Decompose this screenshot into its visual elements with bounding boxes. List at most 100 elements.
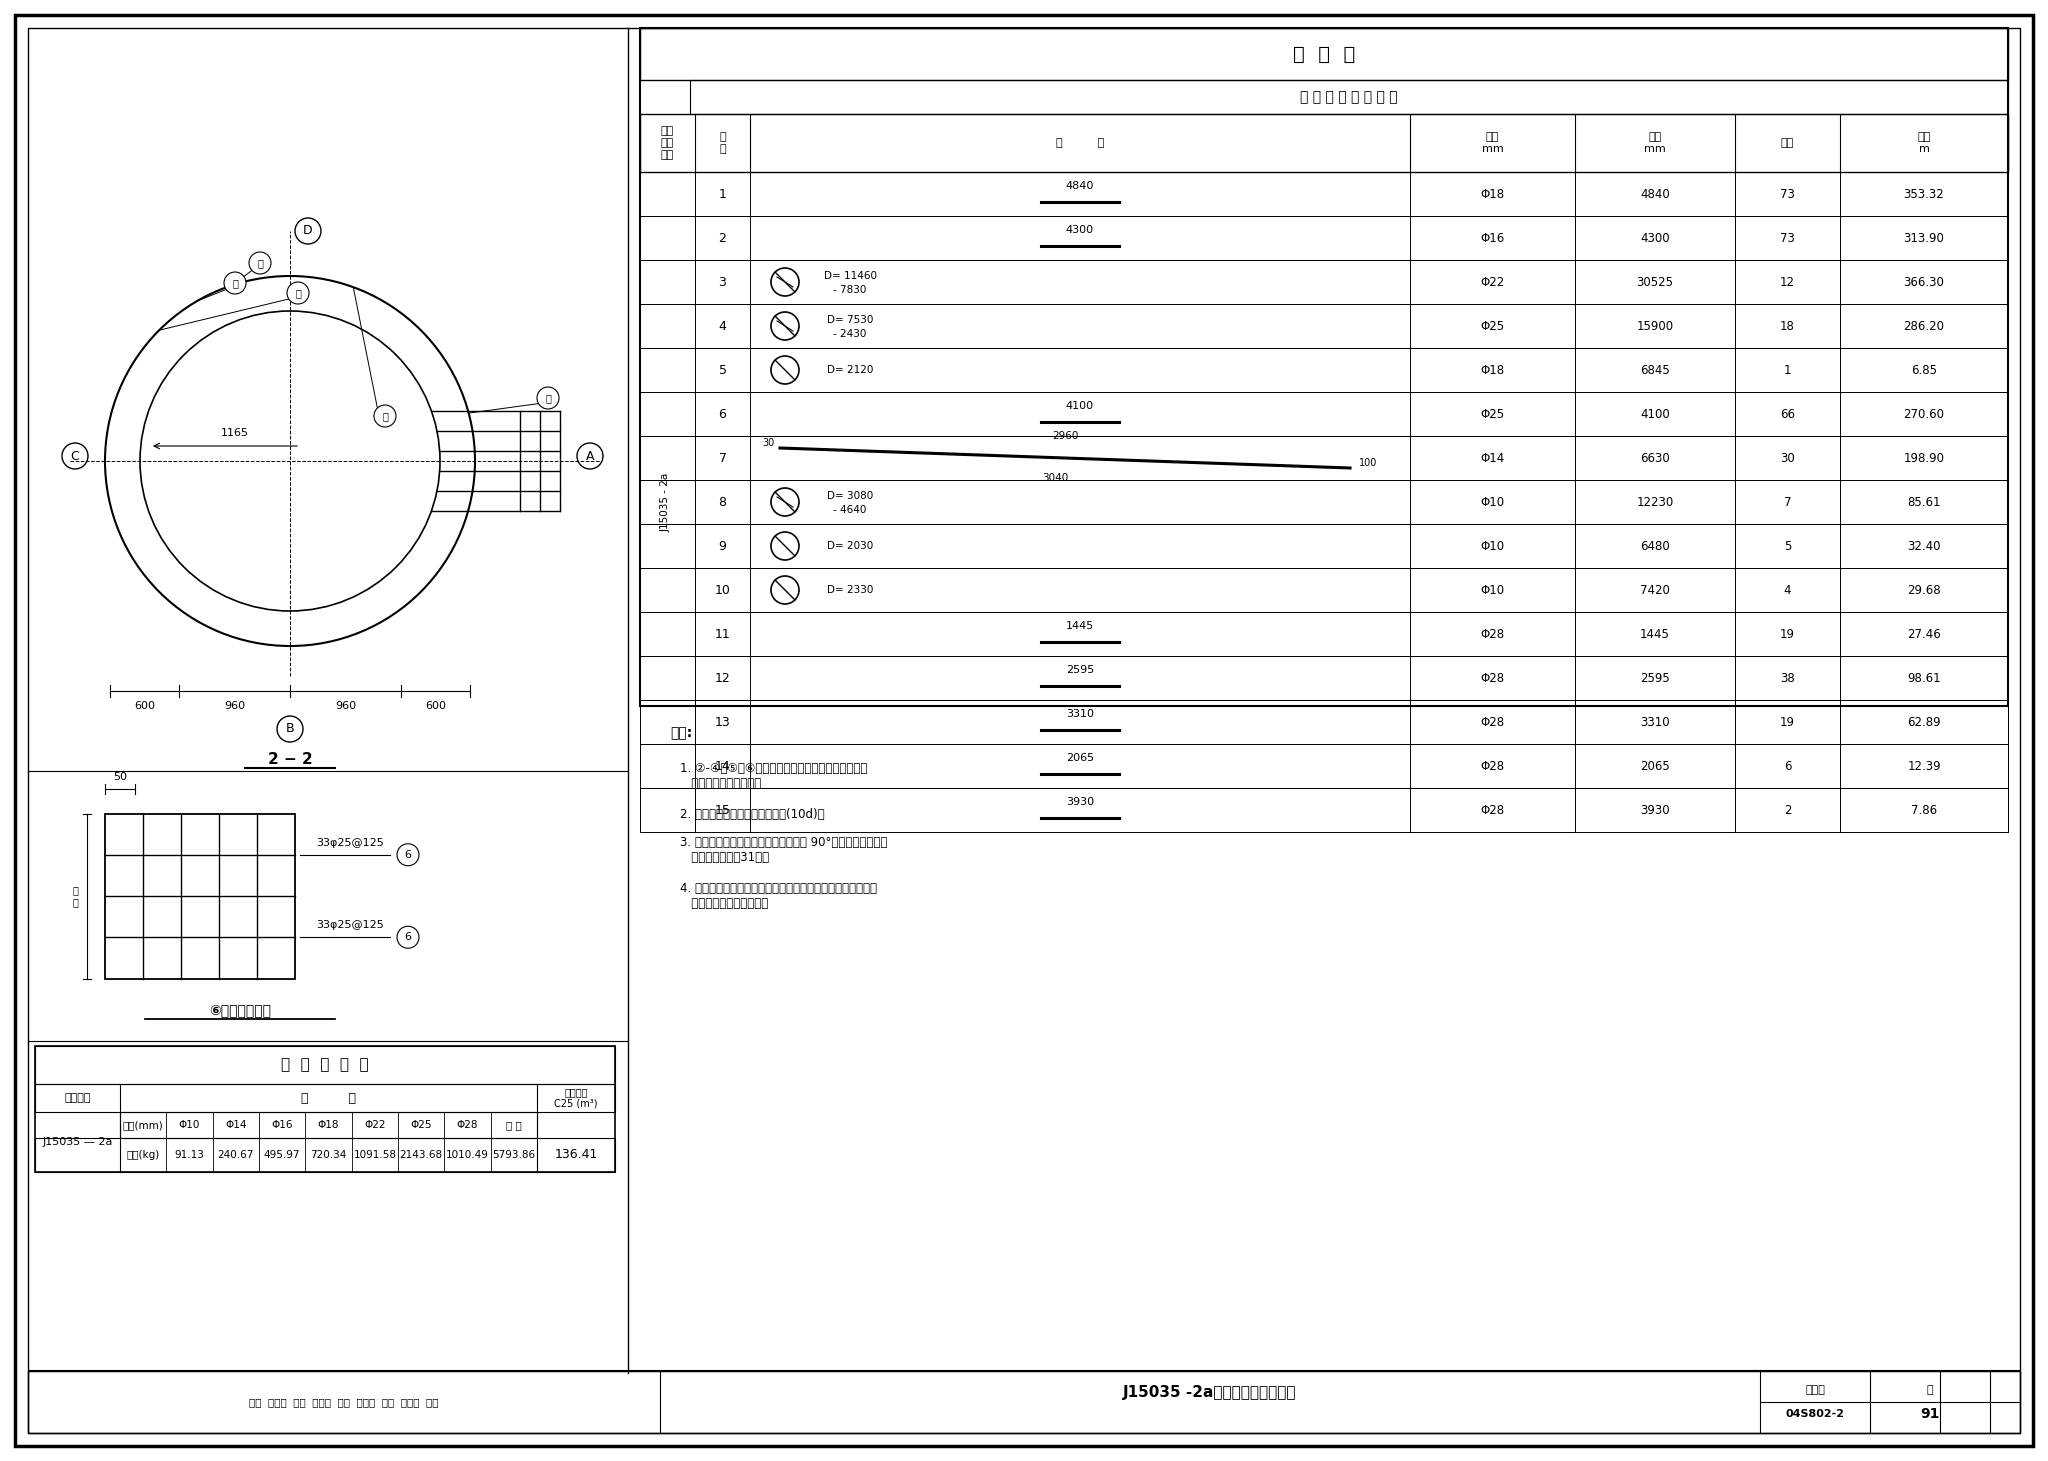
Text: Φ25: Φ25 — [1481, 320, 1505, 333]
Text: 1: 1 — [719, 187, 727, 200]
Text: 62.89: 62.89 — [1907, 716, 1942, 729]
Text: - 7830: - 7830 — [834, 285, 866, 295]
Text: 1. ②-④，⑤与⑥号钉筋交错排列，其埋入及伸出基础
   顶面的长度见展开图。: 1. ②-④，⑤与⑥号钉筋交错排列，其埋入及伸出基础 顶面的长度见展开图。 — [680, 763, 868, 790]
Text: Φ14: Φ14 — [225, 1121, 246, 1129]
Text: 钢  筋  表: 钢 筋 表 — [1292, 44, 1356, 63]
Text: 6: 6 — [1784, 760, 1792, 773]
Text: Φ10: Φ10 — [1481, 539, 1505, 552]
Text: Φ10: Φ10 — [1481, 495, 1505, 508]
Bar — [639, 216, 2007, 260]
Circle shape — [61, 443, 88, 469]
Text: 136.41: 136.41 — [555, 1148, 598, 1161]
Text: 6845: 6845 — [1640, 364, 1669, 377]
Bar — [35, 1046, 614, 1172]
Bar — [639, 700, 2007, 744]
Text: D: D — [303, 225, 313, 238]
Text: J15035 -2a模板、配筋图（二）: J15035 -2a模板、配筋图（二） — [1122, 1385, 1296, 1400]
Text: 15: 15 — [715, 804, 731, 817]
Bar — [639, 612, 2007, 656]
Text: Φ18: Φ18 — [1481, 364, 1505, 377]
Bar — [639, 114, 2007, 172]
Text: 5793.86: 5793.86 — [492, 1150, 535, 1160]
Text: 9: 9 — [719, 539, 727, 552]
Text: Φ22: Φ22 — [1481, 276, 1505, 288]
Text: D= 2030: D= 2030 — [827, 541, 872, 551]
Text: 286.20: 286.20 — [1903, 320, 1944, 333]
Text: ⑥号鑉筋布置图: ⑥号鑉筋布置图 — [209, 1004, 270, 1017]
Text: 3310: 3310 — [1640, 716, 1669, 729]
Text: D= 3080: D= 3080 — [827, 491, 872, 501]
Bar — [639, 435, 2007, 481]
Text: 纵
向: 纵 向 — [72, 885, 78, 907]
Text: 3930: 3930 — [1640, 804, 1669, 817]
Text: ⑬: ⑬ — [295, 288, 301, 298]
Text: 1445: 1445 — [1640, 628, 1669, 640]
Text: 2143.68: 2143.68 — [399, 1150, 442, 1160]
Circle shape — [276, 716, 303, 742]
Text: 4: 4 — [1784, 583, 1792, 596]
Text: - 4640: - 4640 — [834, 506, 866, 514]
Text: 6: 6 — [719, 408, 727, 421]
Text: J15035 - 2a: J15035 - 2a — [662, 472, 672, 532]
Text: 19: 19 — [1780, 716, 1794, 729]
Text: 1165: 1165 — [221, 428, 250, 438]
Text: 100: 100 — [1358, 457, 1376, 468]
Text: 5: 5 — [1784, 539, 1792, 552]
Text: 33φ25@125: 33φ25@125 — [315, 837, 383, 847]
Text: A: A — [586, 450, 594, 463]
Circle shape — [287, 282, 309, 304]
Text: 构件名称: 构件名称 — [63, 1093, 90, 1103]
Text: 审核  归衡石  设计  陈墓声  校对  陈墓声  设计  王文涛  验证: 审核 归衡石 设计 陈墓声 校对 陈墓声 设计 王文涛 验证 — [250, 1397, 438, 1407]
Text: 33φ25@125: 33φ25@125 — [315, 920, 383, 931]
Text: 10: 10 — [715, 583, 731, 596]
Text: 混凝土量
C25 (m³): 混凝土量 C25 (m³) — [555, 1087, 598, 1109]
Text: 313.90: 313.90 — [1903, 231, 1944, 244]
Text: 2: 2 — [1784, 804, 1792, 817]
Text: 73: 73 — [1780, 231, 1794, 244]
Text: 98.61: 98.61 — [1907, 672, 1942, 685]
Text: - 2430: - 2430 — [834, 329, 866, 339]
Text: 50: 50 — [113, 771, 127, 782]
Text: Φ16: Φ16 — [272, 1121, 293, 1129]
Circle shape — [537, 387, 559, 409]
Text: 说明:: 说明: — [670, 726, 692, 741]
Text: D= 11460: D= 11460 — [823, 270, 877, 281]
Text: 根数: 根数 — [1782, 137, 1794, 148]
Text: 6.85: 6.85 — [1911, 364, 1937, 377]
Text: 2595: 2595 — [1065, 665, 1094, 675]
Text: 30525: 30525 — [1636, 276, 1673, 288]
Text: 2065: 2065 — [1640, 760, 1669, 773]
Text: 页: 页 — [1927, 1385, 1933, 1395]
Text: 式          样: 式 样 — [1057, 137, 1104, 148]
Text: 2. 环向钉筋的连接采用单面搭焊(10d)。: 2. 环向钉筋的连接采用单面搭焊(10d)。 — [680, 808, 825, 821]
Text: J15035 — 2a: J15035 — 2a — [43, 1137, 113, 1147]
Text: ⑭: ⑭ — [383, 411, 387, 421]
Text: Φ28: Φ28 — [1481, 628, 1505, 640]
Bar — [121, 1112, 537, 1138]
Text: 6480: 6480 — [1640, 539, 1669, 552]
Text: 8: 8 — [719, 495, 727, 508]
Text: 3930: 3930 — [1065, 798, 1094, 806]
Text: D= 7530: D= 7530 — [827, 316, 872, 324]
Circle shape — [397, 926, 420, 948]
Text: ⑫: ⑫ — [231, 278, 238, 288]
Text: 600: 600 — [133, 701, 156, 712]
Text: 直径
mm: 直径 mm — [1481, 131, 1503, 153]
Bar — [639, 304, 2007, 348]
Text: ⑪: ⑪ — [258, 259, 262, 267]
Circle shape — [397, 844, 420, 866]
Text: 2 − 2: 2 − 2 — [268, 751, 313, 767]
Text: 7420: 7420 — [1640, 583, 1669, 596]
Text: 合 计: 合 计 — [506, 1121, 522, 1129]
Text: 15900: 15900 — [1636, 320, 1673, 333]
Text: 91.13: 91.13 — [174, 1150, 205, 1160]
Text: 长度
mm: 长度 mm — [1645, 131, 1665, 153]
Text: 12230: 12230 — [1636, 495, 1673, 508]
Text: Φ28: Φ28 — [1481, 716, 1505, 729]
Text: 495.97: 495.97 — [264, 1150, 301, 1160]
Bar — [639, 787, 2007, 831]
Text: Φ28: Φ28 — [1481, 760, 1505, 773]
Text: 29.68: 29.68 — [1907, 583, 1942, 596]
Bar — [639, 28, 2007, 706]
Text: 30: 30 — [1780, 451, 1794, 465]
